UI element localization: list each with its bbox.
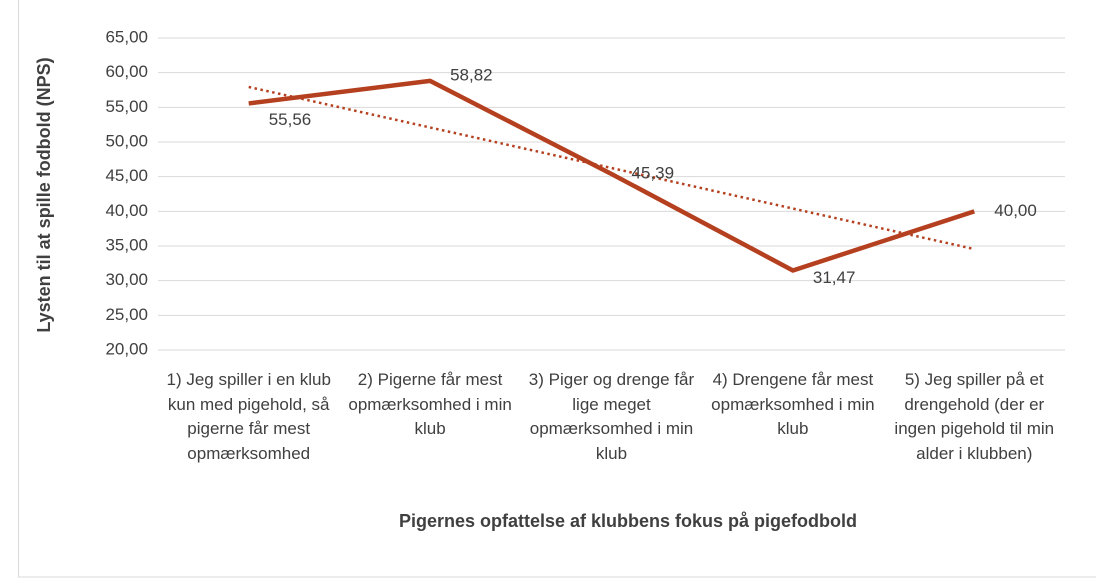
- x-tick-label-box: 2) Pigerne får mest opmærksomhed i min k…: [348, 370, 512, 438]
- y-tick-label: 65,00: [105, 27, 148, 46]
- x-tick-label-box: 3) Piger og drenge får lige meget opmærk…: [528, 370, 695, 463]
- x-tick-label: 1) Jeg spiller i en klub kun med pigehol…: [166, 370, 331, 463]
- y-tick-label: 25,00: [105, 305, 148, 324]
- data-label: 31,47: [813, 268, 856, 287]
- data-label: 45,39: [632, 163, 675, 182]
- y-tick-label: 60,00: [105, 62, 148, 81]
- x-tick-label: 5) Jeg spiller på et drengehold (der er …: [894, 370, 1055, 463]
- x-tick-label: 2) Pigerne får mest opmærksomhed i min k…: [348, 370, 512, 438]
- x-tick-label: 3) Piger og drenge får lige meget opmærk…: [528, 370, 695, 463]
- y-tick-label: 50,00: [105, 131, 148, 150]
- x-tick-label-box: 4) Drengene får mest opmærksomhed i min …: [711, 370, 875, 438]
- chart-frame: [18, 0, 1096, 578]
- data-line: [248, 78, 975, 273]
- x-tick-label: 4) Drengene får mest opmærksomhed i min …: [711, 370, 875, 438]
- y-tick-label: 35,00: [105, 235, 148, 254]
- data-label: 55,56: [269, 110, 312, 129]
- data-label: 58,82: [450, 65, 493, 84]
- y-tick-label: 20,00: [105, 339, 148, 358]
- y-axis-title: Lysten til at spille fodbold (NPS): [34, 57, 54, 332]
- y-tick-label: 40,00: [105, 201, 148, 220]
- data-label: 40,00: [994, 201, 1037, 220]
- x-tick-label-box: 5) Jeg spiller på et drengehold (der er …: [894, 370, 1055, 463]
- trendline: [248, 85, 975, 251]
- x-tick-label-box: 1) Jeg spiller i en klub kun med pigehol…: [166, 370, 331, 463]
- y-tick-label: 30,00: [105, 270, 148, 289]
- y-tick-label: 45,00: [105, 166, 148, 185]
- y-tick-label: 55,00: [105, 97, 148, 116]
- x-axis-title: Pigernes opfattelse af klubbens fokus på…: [399, 511, 857, 531]
